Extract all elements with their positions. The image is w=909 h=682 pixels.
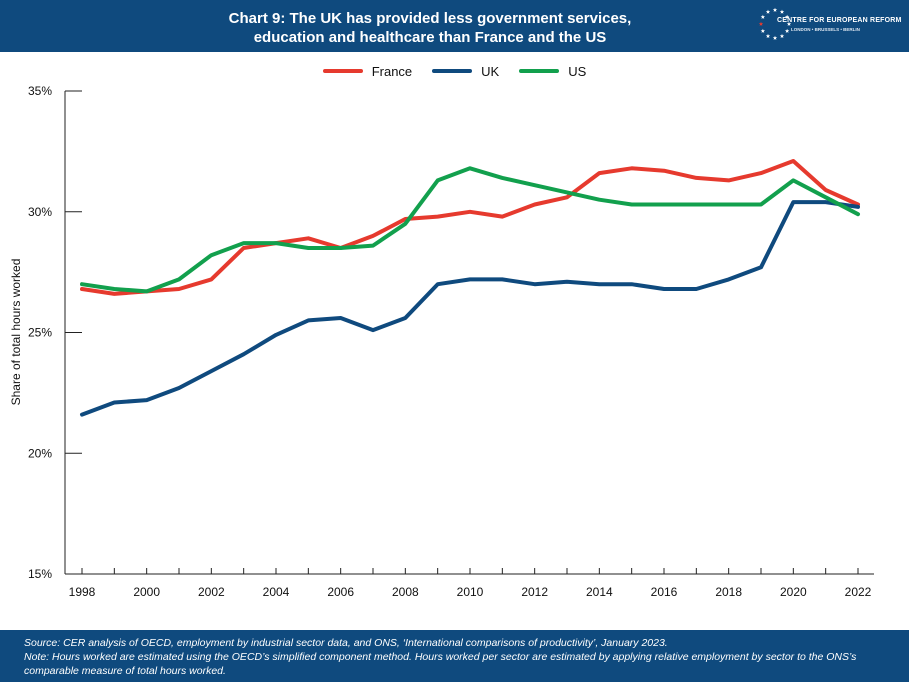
legend-item-us: US bbox=[519, 64, 586, 79]
chart-title-line1: Chart 9: The UK has provided less govern… bbox=[228, 10, 632, 27]
legend-item-uk: UK bbox=[432, 64, 499, 79]
x-tick-label: 2004 bbox=[263, 585, 290, 599]
legend-swatch bbox=[432, 69, 473, 73]
y-tick-label: 30% bbox=[28, 205, 52, 219]
series-line-uk bbox=[80, 200, 860, 417]
series-line-france bbox=[80, 159, 860, 296]
star-mark bbox=[784, 14, 790, 19]
legend-swatch bbox=[519, 69, 560, 73]
x-tick-label: 2014 bbox=[586, 585, 613, 599]
source-footer: Source: CER analysis of OECD, employment… bbox=[0, 630, 909, 682]
legend-label: US bbox=[568, 63, 587, 79]
x-tick-label: 1998 bbox=[69, 585, 96, 599]
chart-axes: 15% 20% 25% 30% 35% 1998 2000 2002 2004 2006 2008 2… bbox=[28, 84, 874, 599]
x-tick-label: 2018 bbox=[715, 585, 742, 599]
x-tick-label: 2010 bbox=[457, 585, 484, 599]
legend-item-france: France bbox=[322, 63, 413, 79]
y-tick-label: 25% bbox=[28, 326, 52, 340]
star-mark bbox=[765, 33, 771, 38]
chart-series bbox=[80, 159, 860, 417]
y-tick-label: 35% bbox=[28, 84, 52, 98]
methodology-note-line2: comparable measure of total hours worked… bbox=[24, 665, 226, 677]
star-mark bbox=[772, 7, 778, 12]
cer-logo: CENTRE FOR EUROPEAN REFORM LONDON • BRUS… bbox=[757, 6, 901, 46]
title-band: Chart 9: The UK has provided less govern… bbox=[0, 0, 909, 52]
star-mark bbox=[779, 33, 785, 38]
x-tick-label: 2016 bbox=[651, 585, 678, 599]
star-mark bbox=[760, 28, 766, 33]
y-tick-label: 15% bbox=[28, 567, 52, 581]
eu-stars-icon bbox=[758, 7, 792, 40]
line-chart: 15% 20% 25% 30% 35% 1998 2000 2002 2004 2006 2008 2… bbox=[28, 84, 874, 599]
legend-label: UK bbox=[481, 63, 500, 79]
chart-legend: France UK US bbox=[0, 62, 909, 80]
star-mark bbox=[786, 21, 792, 26]
x-tick-label: 2000 bbox=[133, 585, 160, 599]
legend-label: France bbox=[371, 63, 413, 79]
x-tick-label: 2012 bbox=[521, 585, 548, 599]
series-line-us bbox=[80, 166, 860, 294]
legend-swatch bbox=[322, 69, 363, 73]
chart-title: Chart 9: The UK has provided less govern… bbox=[180, 9, 680, 47]
x-tick-label: 2006 bbox=[327, 585, 354, 599]
star-mark bbox=[784, 28, 790, 33]
star-mark bbox=[758, 21, 764, 26]
star-mark bbox=[772, 35, 778, 40]
y-tick-label: 20% bbox=[28, 446, 52, 460]
x-tick-label: 2022 bbox=[845, 585, 872, 599]
logo-cities: LONDON • BRUSSELS • BERLIN bbox=[791, 27, 860, 32]
x-tick-label: 2020 bbox=[780, 585, 807, 599]
source-note: Source: CER analysis of OECD, employment… bbox=[24, 637, 668, 649]
logo-name: CENTRE FOR EUROPEAN REFORM bbox=[777, 17, 902, 24]
x-tick-label: 2008 bbox=[392, 585, 419, 599]
chart-title-line2: education and healthcare than France and… bbox=[253, 29, 607, 46]
star-mark bbox=[765, 9, 771, 14]
methodology-note-line1: Note: Hours worked are estimated using t… bbox=[24, 651, 857, 663]
star-mark bbox=[760, 14, 766, 19]
x-tick-label: 2002 bbox=[198, 585, 225, 599]
star-mark bbox=[779, 9, 785, 14]
